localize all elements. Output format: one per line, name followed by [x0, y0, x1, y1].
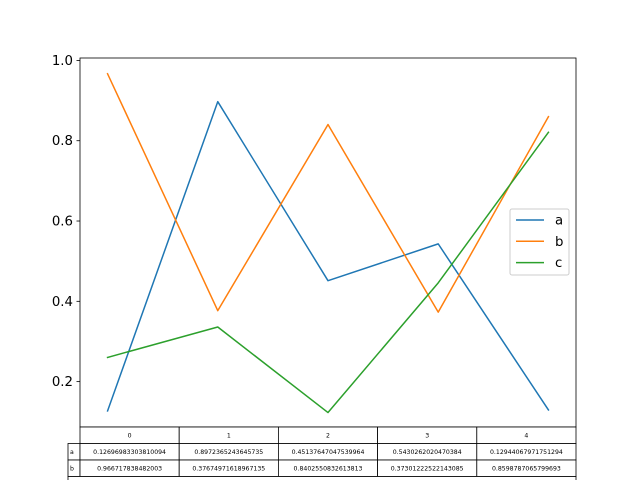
table-col-header: 4	[524, 432, 528, 439]
y-tick-label: 1.0	[52, 54, 73, 69]
series-layer	[106, 72, 550, 414]
table-row-header: a	[70, 449, 74, 456]
table-col-header: 3	[425, 432, 429, 439]
y-tick-label: 0.8	[52, 134, 73, 149]
legend-label-c: c	[555, 256, 562, 271]
table-cell-value: 0.12696983303810094	[93, 449, 166, 456]
y-tick-label: 0.2	[52, 375, 73, 390]
table-cell-value: 0.8402550832613813	[294, 465, 363, 472]
table-cell-value: 0.45137647047539964	[292, 449, 365, 456]
table-cell-value: 0.37674971618967135	[192, 465, 265, 472]
y-tick-label: 0.6	[52, 215, 73, 230]
table-cell-value: 0.37301222522143085	[391, 465, 464, 472]
table-col-header: 0	[128, 432, 132, 439]
legend-label-b: b	[555, 235, 563, 250]
data-table: 0 1 2 3 4 a 0.12696983303810094 0.8972365243645…	[67, 426, 577, 480]
table-cell-value: 0.5430262020470384	[393, 449, 462, 456]
table-cell-value: 0.8598787065799693	[492, 465, 561, 472]
table-cell-value: 0.966717838482003	[97, 465, 162, 472]
table-row-partial	[67, 476, 577, 480]
table-col-header: 1	[227, 432, 231, 439]
table-cell-value: 0.8972365243645735	[194, 449, 263, 456]
table-cell-value: 0.12944067971751294	[490, 449, 563, 456]
y-axis: 0.2 0.4 0.6 0.8 1.0	[52, 54, 80, 390]
y-tick-label: 0.4	[52, 295, 73, 310]
legend: abc	[509, 208, 570, 276]
table-col-header: 2	[326, 432, 330, 439]
legend-label-a: a	[555, 214, 563, 229]
table-row-header: b	[70, 465, 74, 472]
